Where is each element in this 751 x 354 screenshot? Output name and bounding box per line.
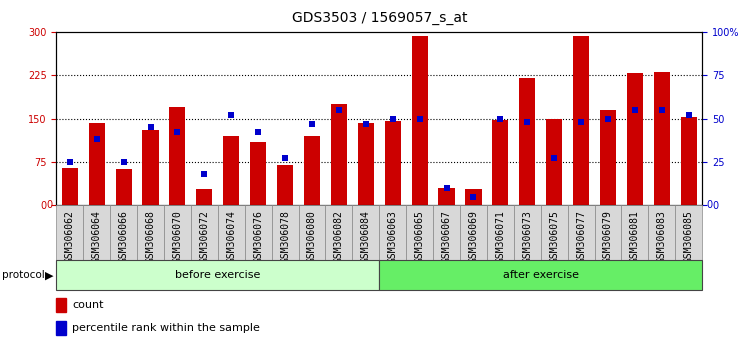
Bar bbox=[56, 321, 66, 335]
Bar bbox=[245, 205, 272, 260]
Bar bbox=[357, 122, 374, 205]
Bar bbox=[137, 205, 164, 260]
Bar bbox=[56, 260, 379, 290]
Bar bbox=[680, 118, 697, 205]
Bar bbox=[196, 189, 213, 205]
Bar bbox=[648, 205, 675, 260]
Text: GSM306076: GSM306076 bbox=[253, 210, 263, 263]
Text: GSM306072: GSM306072 bbox=[199, 210, 210, 263]
Bar bbox=[412, 36, 428, 205]
Bar bbox=[116, 170, 131, 205]
Bar bbox=[379, 205, 406, 260]
Bar bbox=[330, 104, 347, 205]
Text: GSM306066: GSM306066 bbox=[119, 210, 128, 263]
Text: GSM306079: GSM306079 bbox=[603, 210, 613, 263]
Bar bbox=[143, 130, 158, 205]
Text: GSM306075: GSM306075 bbox=[549, 210, 559, 263]
Bar bbox=[600, 110, 616, 205]
Bar bbox=[653, 72, 670, 205]
Text: GSM306084: GSM306084 bbox=[360, 210, 371, 263]
Bar bbox=[541, 205, 568, 260]
Bar bbox=[460, 205, 487, 260]
Text: protocol: protocol bbox=[2, 270, 44, 280]
Bar bbox=[514, 205, 541, 260]
Bar bbox=[56, 205, 83, 260]
Bar bbox=[573, 36, 589, 205]
Text: GSM306073: GSM306073 bbox=[522, 210, 532, 263]
Text: GSM306080: GSM306080 bbox=[307, 210, 317, 263]
Text: GSM306083: GSM306083 bbox=[657, 210, 667, 263]
Bar bbox=[62, 168, 78, 205]
Bar bbox=[325, 205, 352, 260]
Bar bbox=[487, 205, 514, 260]
Text: GSM306062: GSM306062 bbox=[65, 210, 75, 263]
Bar bbox=[191, 205, 218, 260]
Bar bbox=[379, 260, 702, 290]
Bar bbox=[56, 298, 66, 312]
Bar bbox=[595, 205, 622, 260]
Bar bbox=[223, 136, 240, 205]
Bar bbox=[493, 120, 508, 205]
Bar bbox=[568, 205, 595, 260]
Text: GSM306069: GSM306069 bbox=[469, 210, 478, 263]
Bar bbox=[352, 205, 379, 260]
Text: count: count bbox=[72, 300, 104, 310]
Bar bbox=[466, 189, 481, 205]
Text: GSM306074: GSM306074 bbox=[226, 210, 237, 263]
Bar bbox=[406, 205, 433, 260]
Bar bbox=[277, 165, 293, 205]
Text: GSM306070: GSM306070 bbox=[173, 210, 182, 263]
Text: 0: 0 bbox=[47, 200, 53, 210]
Text: GDS3503 / 1569057_s_at: GDS3503 / 1569057_s_at bbox=[291, 11, 467, 25]
Bar bbox=[250, 142, 266, 205]
Bar bbox=[170, 107, 185, 205]
Text: ▶: ▶ bbox=[45, 270, 53, 280]
Text: GSM306064: GSM306064 bbox=[92, 210, 101, 263]
Text: GSM306065: GSM306065 bbox=[415, 210, 424, 263]
Bar bbox=[272, 205, 299, 260]
Bar bbox=[439, 188, 454, 205]
Bar bbox=[519, 78, 535, 205]
Bar bbox=[675, 205, 702, 260]
Text: 0: 0 bbox=[706, 200, 712, 210]
Bar bbox=[546, 119, 562, 205]
Bar bbox=[164, 205, 191, 260]
Bar bbox=[385, 121, 401, 205]
Bar bbox=[622, 205, 648, 260]
Bar bbox=[83, 205, 110, 260]
Bar bbox=[304, 136, 320, 205]
Bar bbox=[110, 205, 137, 260]
Bar bbox=[433, 205, 460, 260]
Text: GSM306081: GSM306081 bbox=[630, 210, 640, 263]
Text: GSM306078: GSM306078 bbox=[280, 210, 290, 263]
Bar bbox=[627, 74, 643, 205]
Bar bbox=[299, 205, 325, 260]
Bar bbox=[218, 205, 245, 260]
Text: GSM306063: GSM306063 bbox=[388, 210, 398, 263]
Text: percentile rank within the sample: percentile rank within the sample bbox=[72, 323, 261, 333]
Text: before exercise: before exercise bbox=[175, 270, 261, 280]
Text: after exercise: after exercise bbox=[502, 270, 579, 280]
Bar bbox=[89, 122, 105, 205]
Text: GSM306085: GSM306085 bbox=[683, 210, 694, 263]
Text: GSM306067: GSM306067 bbox=[442, 210, 451, 263]
Text: GSM306071: GSM306071 bbox=[496, 210, 505, 263]
Text: GSM306068: GSM306068 bbox=[146, 210, 155, 263]
Text: GSM306077: GSM306077 bbox=[576, 210, 586, 263]
Text: GSM306082: GSM306082 bbox=[334, 210, 344, 263]
